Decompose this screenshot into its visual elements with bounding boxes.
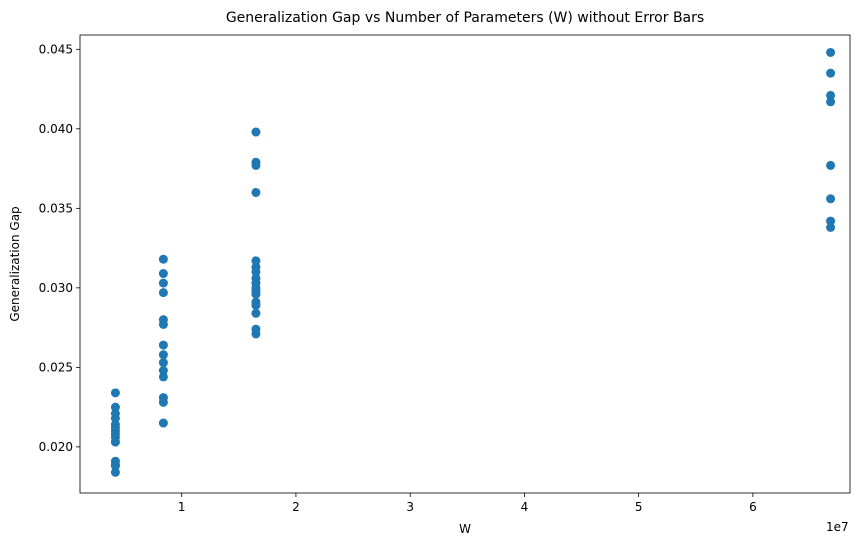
x-tick-label: 1	[178, 500, 186, 514]
data-point	[110, 437, 120, 447]
data-point	[826, 97, 836, 107]
x-tick-label: 5	[635, 500, 643, 514]
y-axis-ticks: 0.020 0.025 0.030 0.035 0.040 0.045	[39, 42, 80, 454]
data-point	[251, 187, 261, 197]
data-point	[158, 269, 168, 279]
data-point	[158, 278, 168, 288]
data-point	[158, 372, 168, 382]
data-point	[826, 90, 836, 100]
data-point	[158, 366, 168, 376]
data-point	[826, 68, 836, 78]
x-tick-label: 3	[406, 500, 414, 514]
data-point	[158, 319, 168, 329]
x-axis-offset-label: 1e7	[826, 520, 849, 534]
x-tick-label: 6	[749, 500, 757, 514]
data-point	[110, 467, 120, 477]
data-point	[251, 289, 261, 299]
data-point	[110, 402, 120, 412]
y-tick-label: 0.020	[39, 440, 73, 454]
x-axis-ticks: 1 2 3 4 5 6	[178, 493, 757, 514]
data-point	[110, 388, 120, 398]
data-point	[251, 160, 261, 170]
data-point	[158, 418, 168, 428]
data-point	[110, 413, 120, 423]
data-point	[826, 47, 836, 57]
data-point	[251, 329, 261, 339]
y-tick-label: 0.045	[39, 42, 73, 56]
data-point	[158, 397, 168, 407]
data-points	[110, 47, 836, 477]
plot-area-frame	[79, 34, 851, 494]
chart-title: Generalization Gap vs Number of Paramete…	[226, 10, 704, 26]
data-point	[251, 127, 261, 137]
data-point	[158, 288, 168, 298]
data-point	[158, 358, 168, 368]
y-tick-label: 0.040	[39, 122, 73, 136]
data-point	[158, 254, 168, 264]
data-point	[251, 300, 261, 310]
data-point	[251, 267, 261, 277]
y-tick-label: 0.030	[39, 281, 73, 295]
data-point	[158, 340, 168, 350]
data-point	[826, 222, 836, 232]
y-tick-label: 0.035	[39, 201, 73, 215]
data-point	[158, 350, 168, 360]
x-tick-label: 2	[292, 500, 300, 514]
x-axis-label: W	[459, 522, 471, 536]
data-point	[826, 216, 836, 226]
data-point	[110, 461, 120, 471]
data-point	[251, 256, 261, 266]
data-point	[826, 160, 836, 170]
y-axis-label: Generalization Gap	[8, 206, 22, 321]
y-tick-label: 0.025	[39, 360, 73, 374]
data-point	[826, 194, 836, 204]
data-point	[251, 308, 261, 318]
x-tick-label: 4	[521, 500, 529, 514]
